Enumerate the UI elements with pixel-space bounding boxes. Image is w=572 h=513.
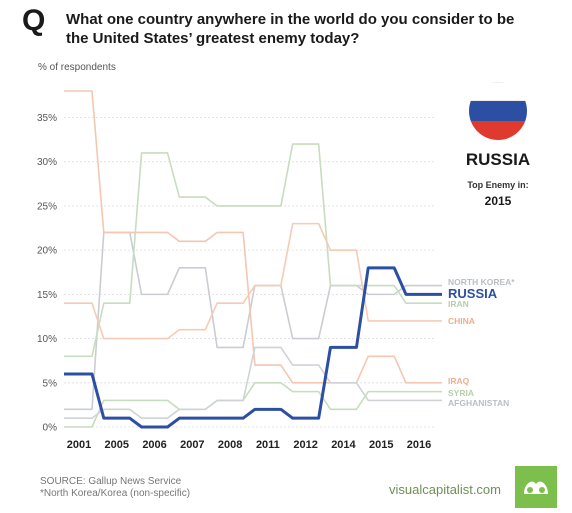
series-label-iraq: IRAQ	[448, 376, 470, 386]
series-line-north-korea	[64, 231, 442, 411]
visual-capitalist-logo-icon[interactable]	[515, 466, 557, 508]
series-label-russia: RUSSIA	[448, 286, 498, 301]
y-tick-label: 10%	[37, 334, 57, 345]
chart-title: What one country anywhere in the world d…	[66, 11, 515, 47]
flag-red-stripe	[469, 120, 527, 140]
logo-mark-icon	[524, 481, 548, 494]
brand-link[interactable]: visualcapitalist.com	[389, 482, 501, 497]
y-tick-label: 30%	[37, 157, 57, 168]
y-axis-label: % of respondents	[38, 62, 116, 73]
x-tick-label: 2014	[331, 439, 356, 451]
series-line-iraq	[64, 90, 442, 384]
y-tick-label: 35%	[37, 113, 57, 124]
russia-flag-icon	[469, 82, 527, 140]
x-tick-label: 2008	[218, 439, 242, 451]
x-tick-label: 2005	[105, 439, 129, 451]
series-line-syria	[64, 381, 442, 428]
x-tick-label: 2001	[67, 439, 91, 451]
x-tick-label: 2011	[256, 439, 280, 451]
series-label-north-korea: NORTH KOREA*	[448, 277, 515, 287]
footnote-text: *North Korea/Korea (non-specific)	[40, 488, 191, 499]
x-tick-label: 2006	[142, 439, 166, 451]
x-tick-label: 2016	[407, 439, 431, 451]
series-line-russia	[64, 266, 442, 429]
series-line-china	[64, 222, 442, 340]
series-label-syria: SYRIA	[448, 388, 474, 398]
flag-blue-stripe	[469, 101, 527, 121]
top-enemy-panel: RUSSIA Top Enemy in: 2015	[452, 82, 544, 208]
source-note: SOURCE: Gallup News Service *North Korea…	[40, 476, 190, 500]
top-enemy-year: 2015	[484, 194, 512, 208]
y-tick-label: 0%	[43, 423, 58, 434]
series-label-china: CHINA	[448, 316, 475, 326]
x-tick-label: 2015	[369, 439, 393, 451]
series-label-afghanistan: AFGHANISTAN	[448, 398, 509, 408]
flag-white-stripe	[469, 82, 527, 102]
x-tick-label: 2012	[293, 439, 317, 451]
y-tick-label: 25%	[37, 201, 57, 212]
x-tick-label: 2007	[180, 439, 204, 451]
series-line-afghanistan	[64, 346, 442, 419]
top-enemy-country: RUSSIA	[465, 150, 531, 169]
series-label-iran: IRAN	[448, 299, 469, 309]
y-tick-label: 20%	[37, 246, 57, 257]
y-tick-label: 5%	[43, 378, 58, 389]
source-text: SOURCE: Gallup News Service	[40, 476, 182, 487]
y-tick-label: 15%	[37, 290, 57, 301]
top-enemy-label: Top Enemy in:	[467, 180, 529, 190]
question-mark-logo: Q	[22, 4, 46, 37]
